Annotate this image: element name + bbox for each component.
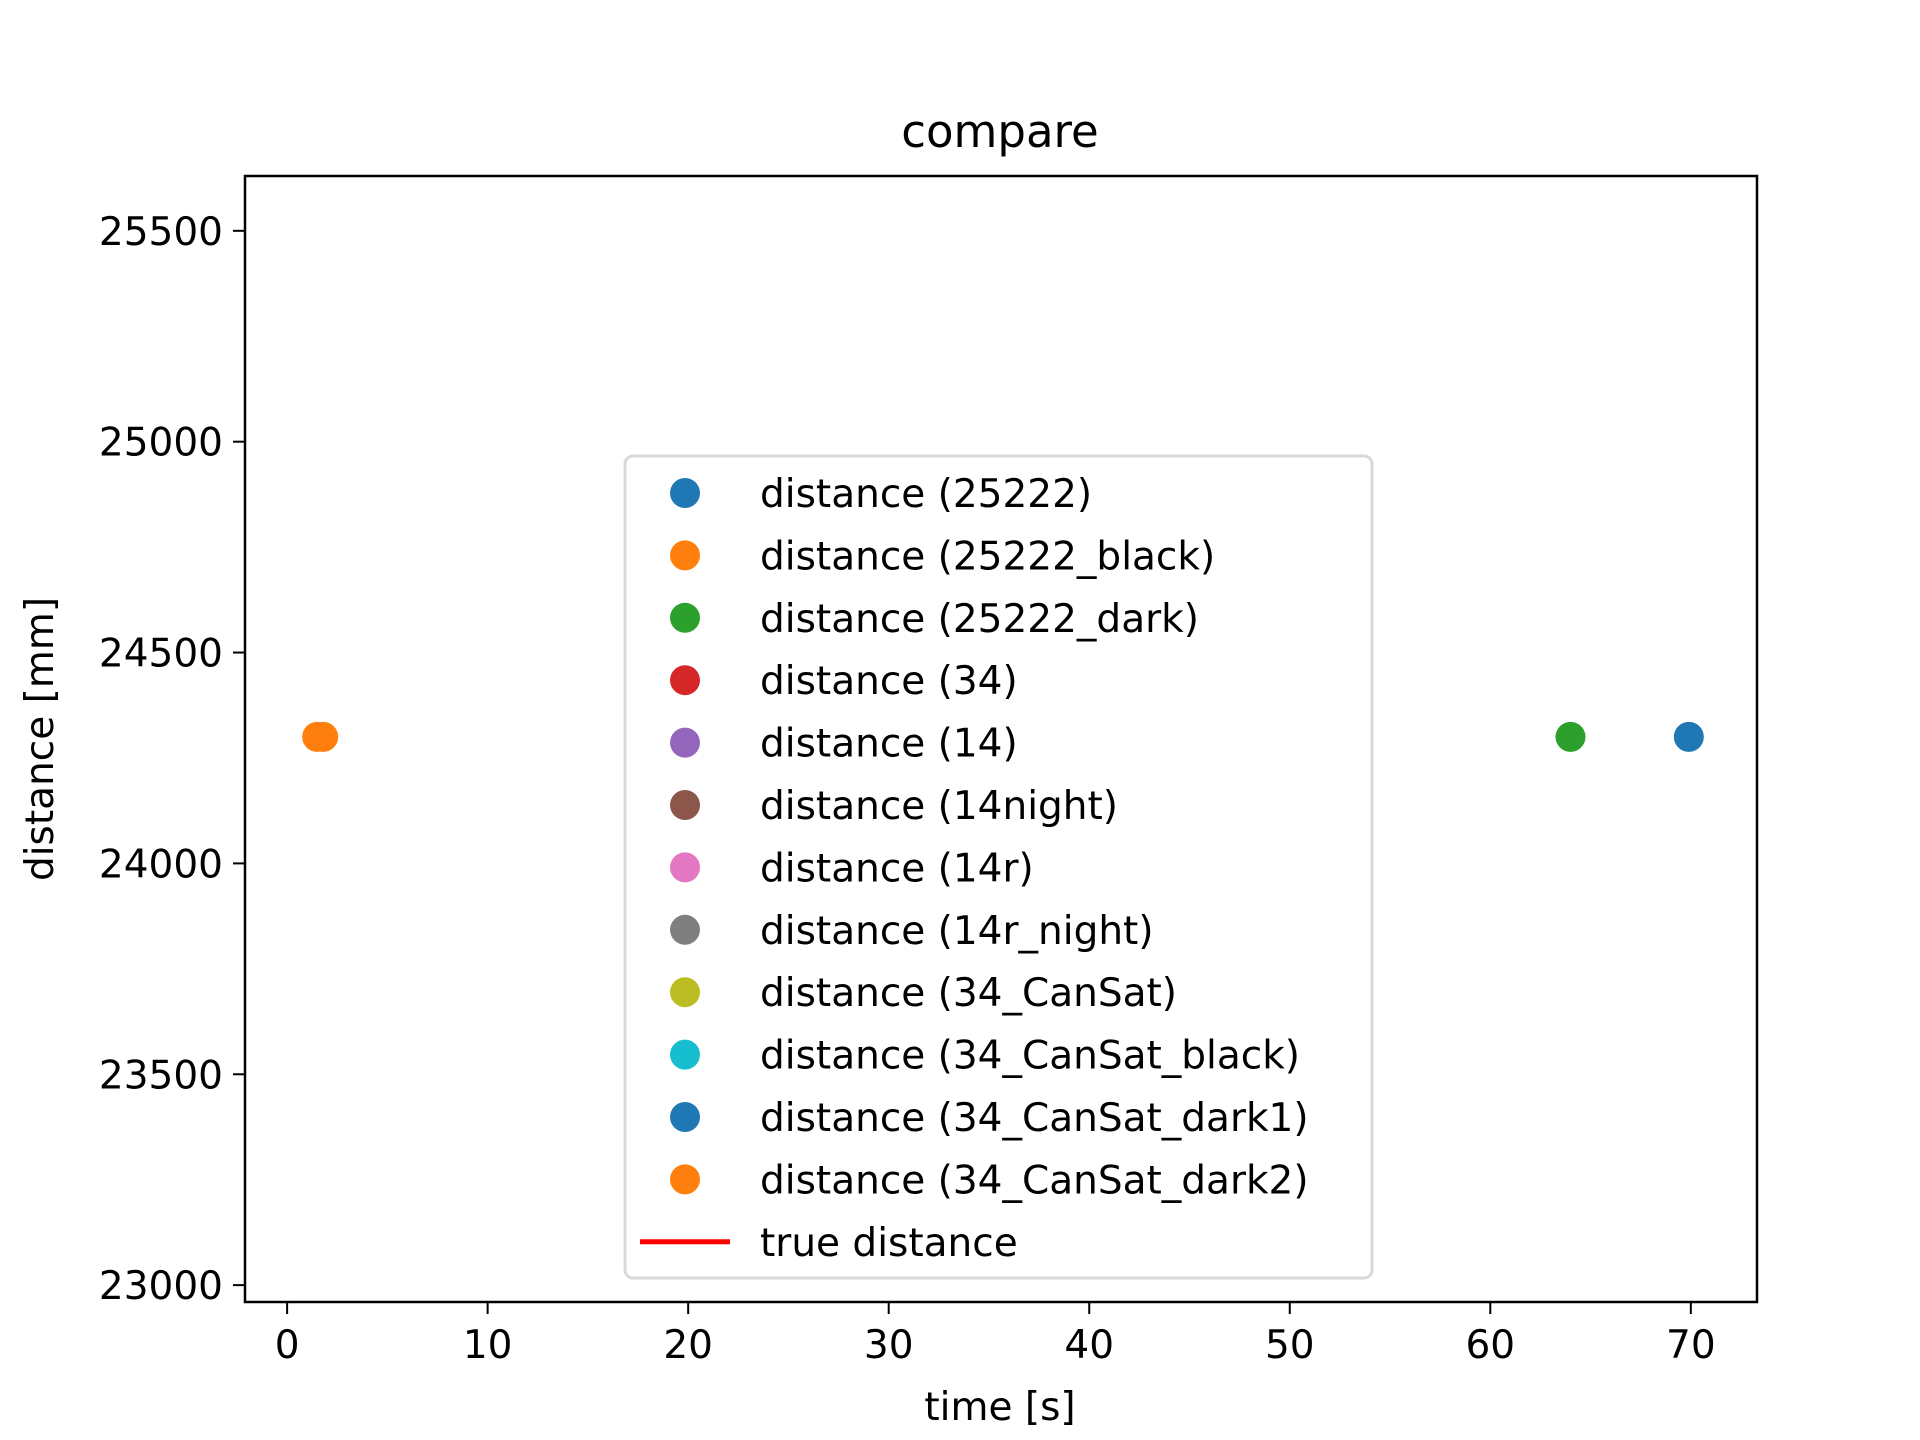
x-tick-label: 70: [1666, 1323, 1716, 1368]
legend-label: distance (25222_dark): [760, 597, 1199, 642]
x-axis-label: time [s]: [924, 1385, 1075, 1430]
legend-label: distance (14): [760, 722, 1018, 767]
y-tick-label: 23000: [99, 1264, 223, 1309]
plot-frame: [243, 174, 1759, 1304]
x-tick-label: 10: [463, 1323, 513, 1368]
legend-marker: [670, 478, 700, 508]
x-tick-label: 30: [864, 1323, 914, 1368]
legend-label: distance (14r): [760, 846, 1034, 891]
legend-label: distance (25222): [760, 472, 1092, 517]
y-axis-label: distance [mm]: [18, 597, 63, 881]
legend-label: distance (14night): [760, 784, 1118, 829]
y-tick-label: 23500: [99, 1053, 223, 1098]
legend-label: distance (34_CanSat): [760, 971, 1177, 1016]
x-tick-label: 0: [275, 1323, 300, 1368]
legend-marker: [670, 914, 700, 945]
legend-label: distance (34_CanSat_dark2): [760, 1158, 1309, 1203]
legend-label: true distance: [760, 1221, 1018, 1266]
legend-marker: [670, 1102, 700, 1132]
legend-label: distance (14r_night): [760, 909, 1154, 954]
legend-marker: [670, 665, 700, 696]
y-tick-label: 24500: [99, 632, 223, 677]
legend-marker: [670, 977, 700, 1008]
data-point: [308, 721, 339, 752]
legend-marker: [670, 852, 700, 883]
data-point: [1673, 721, 1704, 752]
x-tick-label: 40: [1064, 1323, 1114, 1368]
legend-marker: [670, 790, 700, 820]
legend-box: [623, 454, 1374, 1280]
legend-label: distance (34_CanSat_black): [760, 1034, 1300, 1079]
legend-marker: [670, 1164, 700, 1195]
legend: distance (25222) distance (25222_black)di…: [623, 454, 1374, 1280]
legend-label: distance (25222_black): [760, 534, 1215, 579]
legend-label: distance (34_CanSat_dark1): [760, 1096, 1309, 1141]
legend-marker: [670, 727, 700, 758]
legend-marker: [670, 602, 700, 633]
legend-marker: [670, 540, 700, 571]
x-tick-label: 50: [1265, 1323, 1315, 1368]
x-tick-label: 20: [663, 1323, 713, 1368]
chart-title: compare: [901, 105, 1098, 158]
y-tick-label: 25000: [99, 421, 223, 466]
x-tick-label: 60: [1465, 1323, 1515, 1368]
y-tick-label: 24000: [99, 842, 223, 887]
y-tick-label: 25500: [99, 210, 223, 255]
data-point: [1555, 721, 1586, 752]
legend-marker: [670, 1039, 700, 1070]
legend-label: distance (34): [760, 659, 1018, 704]
